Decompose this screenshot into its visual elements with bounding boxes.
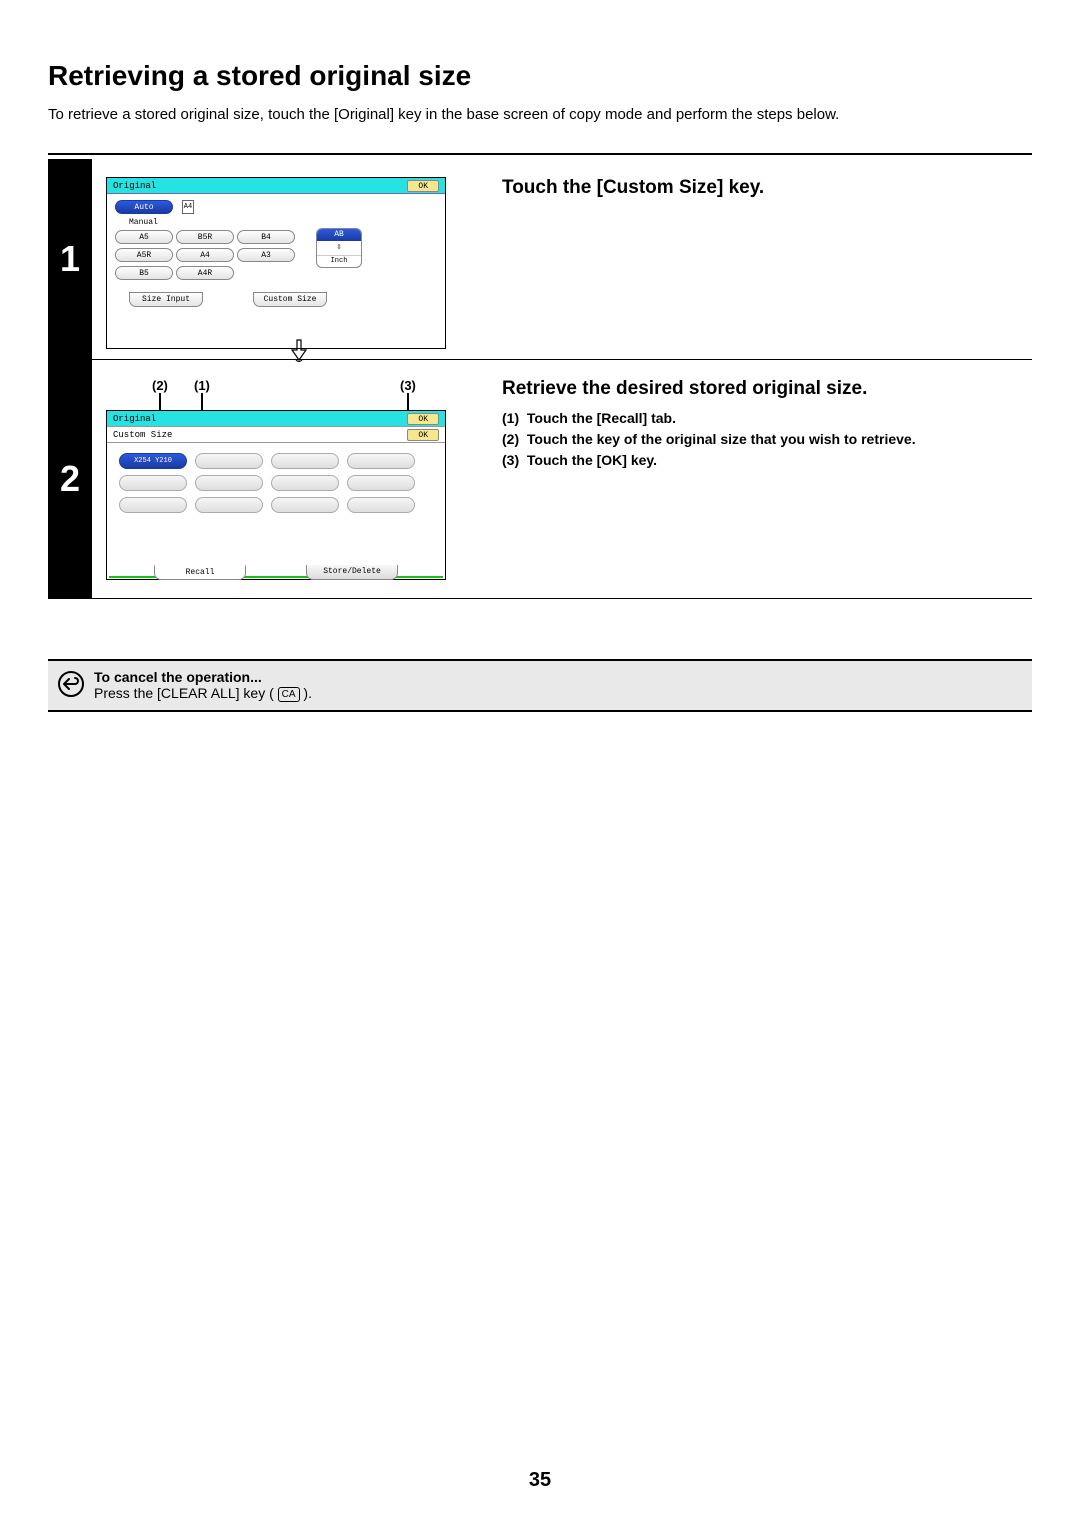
page-number: 35 xyxy=(0,1469,1080,1492)
inch-label: Inch xyxy=(317,255,361,267)
return-icon xyxy=(58,671,84,697)
screen1-ok-button[interactable]: OK xyxy=(407,180,439,192)
callout-3: (3) xyxy=(400,378,416,393)
ab-arrows-icon: ⇳ xyxy=(317,241,361,255)
step-1-number: 1 xyxy=(48,159,92,359)
stored-size-slot[interactable] xyxy=(195,497,263,513)
step-1-visual: Original OK Auto A4 Manual A5 A5R B5 B5R xyxy=(92,159,482,359)
ab-label: AB xyxy=(317,229,361,241)
step-1-heading: Touch the [Custom Size] key. xyxy=(502,177,1022,199)
stored-size-slot[interactable] xyxy=(347,497,415,513)
cancel-note: To cancel the operation... Press the [CL… xyxy=(48,659,1032,712)
ab-inch-toggle[interactable]: AB ⇳ Inch xyxy=(316,228,362,268)
page-title: Retrieving a stored original size xyxy=(48,60,1032,92)
stored-size-slot[interactable] xyxy=(271,453,339,469)
size-a4r[interactable]: A4R xyxy=(176,266,234,280)
step-2-heading: Retrieve the desired stored original siz… xyxy=(502,378,1022,400)
size-b5[interactable]: B5 xyxy=(115,266,173,280)
screen1-titlebar: Original OK xyxy=(107,178,445,194)
a4-page-icon: A4 xyxy=(182,200,194,214)
stored-size-slot[interactable] xyxy=(119,497,187,513)
tab-recall[interactable]: Recall xyxy=(154,565,246,580)
size-a3[interactable]: A3 xyxy=(237,248,295,262)
screen2-bar-custom: Custom Size OK xyxy=(107,427,445,443)
stored-size-slot[interactable] xyxy=(195,475,263,491)
pointer-hand-icon xyxy=(287,338,311,364)
callout-2: (2) xyxy=(152,378,168,393)
screen1-title: Original xyxy=(113,181,156,191)
size-a5r[interactable]: A5R xyxy=(115,248,173,262)
stored-size-grid: X254 Y210 xyxy=(107,443,445,523)
step-2-visual: (2) (1) (3) Original OK Custom Size OK X… xyxy=(92,360,482,598)
size-b4[interactable]: B4 xyxy=(237,230,295,244)
note-title: To cancel the operation... xyxy=(94,669,312,685)
mock-screen-1: Original OK Auto A4 Manual A5 A5R B5 B5R xyxy=(106,177,446,349)
size-a5[interactable]: A5 xyxy=(115,230,173,244)
step-2-row: 2 (2) (1) (3) Original OK Custom Size OK xyxy=(48,360,1032,598)
substep-2: (2) Touch the key of the original size t… xyxy=(502,429,1022,450)
stored-size-slot[interactable] xyxy=(271,497,339,513)
substep-3: (3) Touch the [OK] key. xyxy=(502,450,1022,471)
mock-screen-2: Original OK Custom Size OK X254 Y210 xyxy=(106,410,446,580)
size-a4[interactable]: A4 xyxy=(176,248,234,262)
divider-top xyxy=(48,153,1032,155)
stored-size-slot-selected[interactable]: X254 Y210 xyxy=(119,453,187,469)
substep-1: (1) Touch the [Recall] tab. xyxy=(502,408,1022,429)
stored-size-slot[interactable] xyxy=(347,475,415,491)
divider-bottom xyxy=(48,598,1032,599)
screen2-ok-custom[interactable]: OK xyxy=(407,429,439,441)
callout-1: (1) xyxy=(194,378,210,393)
intro-text: To retrieve a stored original size, touc… xyxy=(48,104,1032,125)
screen2-bar-original: Original OK xyxy=(107,411,445,427)
step-2-number: 2 xyxy=(48,360,92,598)
stored-size-slot[interactable] xyxy=(119,475,187,491)
screen2-title-custom: Custom Size xyxy=(113,430,172,440)
ca-key-icon: CA xyxy=(278,687,300,702)
manual-label: Manual xyxy=(129,218,437,227)
size-b5r[interactable]: B5R xyxy=(176,230,234,244)
auto-button[interactable]: Auto xyxy=(115,200,173,214)
screen2-ok-original[interactable]: OK xyxy=(407,413,439,425)
note-body: Press the [CLEAR ALL] key ( CA ). xyxy=(94,685,312,702)
tab-store-delete[interactable]: Store/Delete xyxy=(306,565,398,580)
screen2-title-original: Original xyxy=(113,414,156,424)
step-1-row: 1 Original OK Auto A4 Manual A5 A5R B5 xyxy=(48,159,1032,359)
tab-size-input[interactable]: Size Input xyxy=(129,292,203,307)
stored-size-slot[interactable] xyxy=(195,453,263,469)
stored-size-slot[interactable] xyxy=(347,453,415,469)
stored-size-slot[interactable] xyxy=(271,475,339,491)
tab-custom-size[interactable]: Custom Size xyxy=(253,292,327,307)
